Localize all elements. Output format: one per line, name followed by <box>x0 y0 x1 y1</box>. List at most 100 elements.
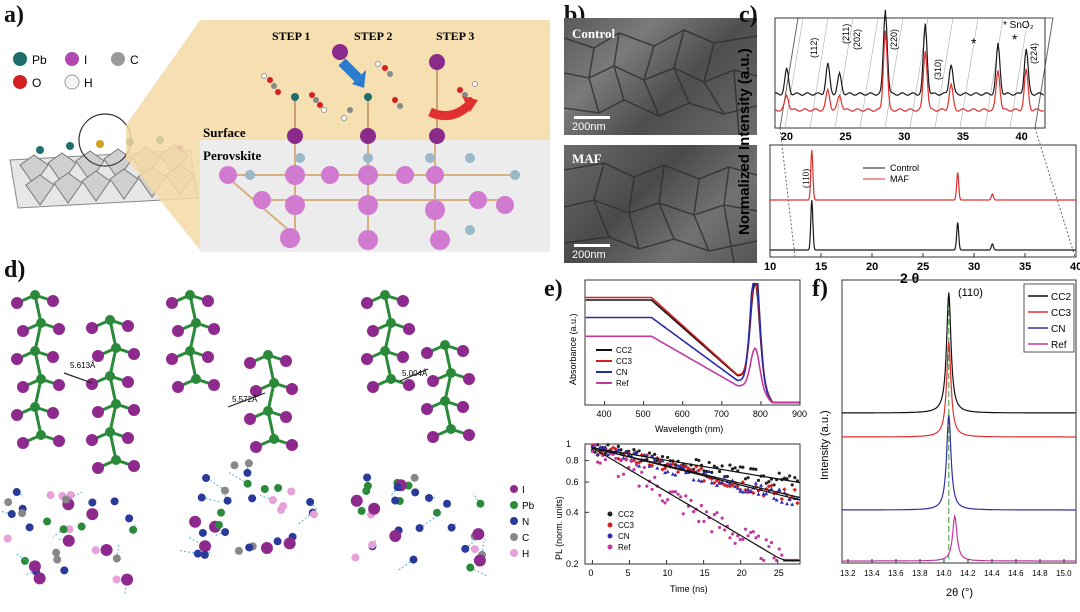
molecule-atom <box>364 482 372 490</box>
peak-label-220: (220) <box>889 29 899 50</box>
pl-point <box>759 557 762 560</box>
pl-point <box>778 547 781 550</box>
pl-point <box>721 464 724 467</box>
iodine-atom <box>92 406 104 418</box>
molecule-atom <box>4 535 12 543</box>
molecule-atom <box>461 545 469 553</box>
pl-point <box>728 464 731 467</box>
pl-point <box>757 479 760 482</box>
iodine-atom <box>457 401 469 413</box>
panel-e: e) Absorbance (a.u.) Wavelength (nm) 400… <box>540 270 810 607</box>
iodine-atom <box>47 295 59 307</box>
pl-point <box>666 456 669 459</box>
iodine-atom <box>463 429 475 441</box>
molecule-atom <box>60 525 68 533</box>
pl-point <box>767 480 770 483</box>
pl-point <box>765 538 768 541</box>
legend-d-i: I <box>522 485 525 496</box>
sem-image-control: Control 200nm <box>564 18 757 135</box>
pl-point <box>734 542 737 545</box>
molecule-atom <box>86 508 98 520</box>
f-peak-label: (110) <box>958 287 983 299</box>
lead-atom <box>446 424 456 434</box>
pl-point <box>793 476 796 479</box>
molecule-atom <box>269 496 277 504</box>
molecule-atom <box>113 555 121 563</box>
pl-point <box>734 466 737 469</box>
iodine-atom <box>397 295 409 307</box>
pl-x-tick-label: 10 <box>663 568 673 578</box>
lead-atom <box>191 374 201 384</box>
pl-point <box>679 495 682 498</box>
molecule-atom <box>199 540 211 552</box>
o-atom-icon <box>13 75 27 89</box>
iodine-atom <box>53 323 65 335</box>
iodine-atom <box>17 437 29 449</box>
abs-ylabel: Absorbance (a.u.) <box>568 313 578 385</box>
iodine-atom <box>208 379 220 391</box>
pl-point <box>697 520 700 523</box>
scale-bar-text-control: 200nm <box>572 121 606 133</box>
molecule-atom <box>231 461 239 469</box>
molecule-atom <box>287 488 295 496</box>
pl-point <box>788 474 791 477</box>
molecule-atom <box>194 550 202 558</box>
molecule-atom <box>248 494 256 502</box>
pl-legend-marker <box>608 545 613 550</box>
surface-label: Surface <box>203 125 246 140</box>
f-tick-label: 14.4 <box>984 569 1000 578</box>
abs-tick-label: 400 <box>597 409 612 419</box>
f-line-cn <box>842 415 1075 510</box>
step-2-label: STEP 2 <box>354 29 392 43</box>
iodine-atom <box>286 383 298 395</box>
iodine-atom <box>53 435 65 447</box>
panel-c: c) Normalized Intensity (a.u.) * SnO₂ 20… <box>735 0 1080 275</box>
f-line-cc3 <box>842 342 1075 437</box>
pl-legend-label: CC3 <box>618 521 635 530</box>
pl-point <box>718 526 721 529</box>
pl-point <box>638 485 641 488</box>
sno2-star-1: * <box>971 35 977 51</box>
iodine-atom <box>286 439 298 451</box>
pl-point <box>700 504 703 507</box>
molecule-atom <box>351 495 363 507</box>
pl-point <box>692 478 696 482</box>
sno2-note: * SnO₂ <box>1003 20 1034 31</box>
iodine-atom <box>128 404 140 416</box>
iodine-atom <box>172 381 184 393</box>
abs-legend-label: CN <box>616 368 628 377</box>
h-atom-icon <box>65 75 79 89</box>
molecule-atom <box>29 560 41 572</box>
molecule-atom <box>21 557 29 565</box>
pl-point <box>728 536 731 539</box>
panel-c-label: c) <box>739 2 758 29</box>
pl-point <box>666 498 669 501</box>
molecule-atom <box>224 497 232 505</box>
pl-point <box>617 475 620 478</box>
molecule-atom <box>310 510 318 518</box>
pl-fit <box>592 448 800 483</box>
iodine-atom <box>427 431 439 443</box>
molecule-atom <box>129 526 137 534</box>
iodine-atom <box>122 432 134 444</box>
molecule-atom <box>88 499 96 507</box>
pl-point <box>741 466 744 469</box>
f-legend-label: CN <box>1051 324 1065 335</box>
molecule-atom <box>368 503 380 515</box>
molecule-atom <box>416 524 424 532</box>
pb-atom-icon <box>13 52 27 66</box>
legend-d-pb: Pb <box>522 501 535 512</box>
iodine-atom <box>367 325 379 337</box>
crystal-structures: 5.613Å 5.572Å 5.004Å I Pb N C H <box>0 255 540 607</box>
iodine-atom <box>17 325 29 337</box>
iodine-atom <box>86 378 98 390</box>
f-legend-label: CC3 <box>1051 308 1071 319</box>
pl-point <box>606 443 609 446</box>
molecule-atom <box>60 566 68 574</box>
pl-point <box>622 473 625 476</box>
pl-point <box>676 470 680 474</box>
pl-point <box>721 517 724 520</box>
peak-label-211: (211) <box>841 24 851 44</box>
